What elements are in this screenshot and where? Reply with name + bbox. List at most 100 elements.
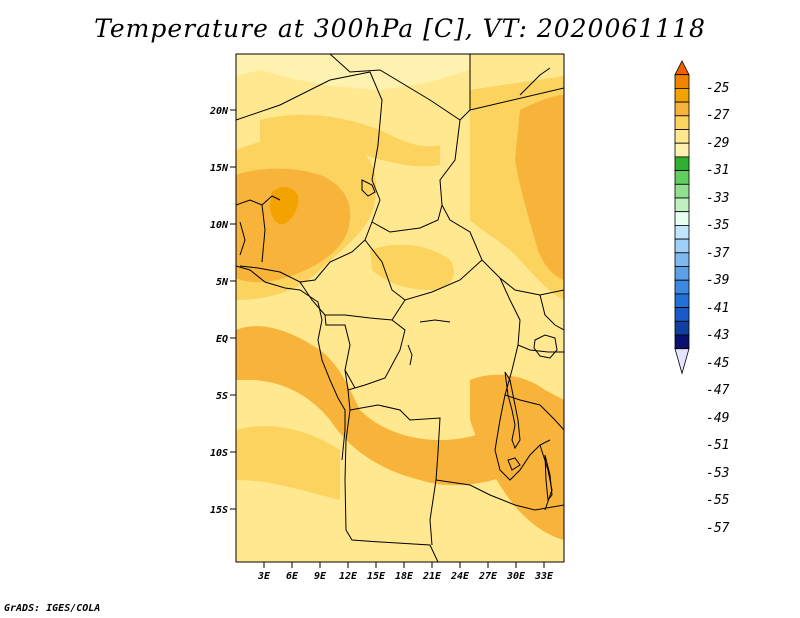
lat-ticks	[230, 109, 236, 510]
colorbar-swatch	[674, 211, 690, 226]
colorbar-label: -57	[706, 521, 730, 536]
lat-label-20n: 20N	[209, 106, 229, 117]
colorbar-swatch	[674, 320, 690, 336]
border-5	[239, 199, 381, 283]
colorbar-label: -31	[706, 163, 730, 178]
lon-label-21e: 21E	[422, 571, 442, 582]
lat-label-eq: EQ	[216, 334, 228, 345]
border-15	[494, 277, 551, 481]
colorbar-top-triangle	[674, 60, 690, 76]
field-warmer-southeast	[470, 374, 564, 540]
colorbar-swatch	[674, 88, 690, 103]
lat-labels: 20N 15N 10N 5N EQ 5S 10S 15S	[209, 106, 229, 516]
colorbar-label: -55	[706, 493, 730, 508]
lake-malawi	[544, 454, 553, 502]
country-borders	[236, 54, 564, 562]
colorbar-swatch	[674, 334, 690, 350]
colorbar-swatch	[674, 183, 690, 199]
map-title: Temperature at 300hPa [C], VT: 202006111…	[94, 14, 706, 43]
colorbar-swatch	[674, 238, 690, 254]
lat-label-15s: 15S	[210, 505, 228, 516]
map-frame	[235, 53, 565, 563]
colorbar-swatch	[674, 74, 690, 89]
colorbar-label: -51	[706, 438, 730, 453]
field-warmer-west	[236, 168, 351, 283]
field-hot-nigeria	[270, 187, 299, 225]
colorbar-swatch	[674, 224, 690, 240]
lon-labels: 3E 6E 9E 12E 15E 18E 21E 24E 27E 30E 33E	[257, 571, 554, 582]
lon-label-33e: 33E	[534, 571, 554, 582]
colorbar-swatch	[674, 279, 690, 295]
colorbar-swatch	[674, 115, 690, 130]
colorbar-label: -43	[706, 328, 730, 343]
colorbar-swatch	[674, 307, 690, 322]
colorbar-label: -41	[706, 301, 730, 316]
border-4	[439, 119, 564, 296]
colorbar-label: -25	[706, 81, 730, 96]
lat-label-10s: 10S	[210, 448, 228, 459]
colorbar-label: -49	[706, 411, 730, 426]
field-warmer-east	[515, 95, 564, 280]
lat-label-15n: 15N	[210, 163, 229, 174]
field-warm-sahel	[260, 114, 440, 167]
border-6	[371, 204, 443, 233]
border-11	[347, 389, 441, 481]
field-warm-south	[236, 426, 340, 500]
colorbar-swatch	[674, 252, 690, 267]
colorbar-swatch	[674, 266, 690, 281]
lon-label-27e: 27E	[478, 571, 498, 582]
border-10	[344, 369, 356, 389]
lon-label-3e: 3E	[257, 571, 271, 582]
lat-label-5n: 5N	[216, 277, 229, 288]
border-16	[539, 294, 564, 331]
colorbar-swatch	[674, 142, 690, 158]
colorbar-bottom-triangle	[674, 348, 690, 375]
red-sea-coast	[519, 67, 551, 96]
lake-tanganyika	[504, 371, 521, 450]
grads-credit: GrADS: IGES/COLA	[4, 603, 101, 614]
border-13	[344, 409, 439, 562]
border-3	[469, 54, 564, 111]
colorbar-swatch	[674, 293, 690, 308]
colorbar-label: -53	[706, 466, 730, 481]
border-17	[517, 344, 564, 353]
colorbar	[674, 60, 690, 375]
lat-label-5s: 5S	[216, 391, 228, 402]
colorbar-label: -29	[706, 136, 730, 151]
border-12	[435, 479, 564, 511]
border-1	[236, 71, 383, 201]
colorbar-label: -47	[706, 383, 730, 398]
border-22	[239, 221, 246, 256]
coastline-west	[236, 265, 346, 461]
colorbar-label: -45	[706, 356, 730, 371]
lon-label-15e: 15E	[367, 571, 386, 582]
lon-label-9e: 9E	[314, 571, 327, 582]
lon-label-18e: 18E	[395, 571, 414, 582]
border-14	[429, 479, 437, 546]
colorbar-label: -37	[706, 246, 730, 261]
field-warm-congo	[370, 244, 454, 290]
colorbar-swatch	[674, 129, 690, 144]
colorbar-swatch	[674, 156, 690, 171]
lon-label-12e: 12E	[339, 571, 358, 582]
colorbar-label: -39	[706, 273, 730, 288]
lat-label-10n: 10N	[210, 220, 229, 231]
colorbar-swatch	[674, 197, 690, 213]
lon-ticks	[263, 562, 545, 568]
lake-victoria	[533, 334, 558, 359]
colorbar-label: -35	[706, 218, 730, 233]
border-18	[504, 394, 564, 431]
lon-label-30e: 30E	[506, 571, 526, 582]
lon-label-24e: 24E	[450, 571, 470, 582]
colorbar-swatch	[674, 170, 690, 185]
field-light-basin	[385, 294, 489, 365]
colorbar-label: -27	[706, 108, 730, 123]
field-warmer-central	[236, 326, 520, 486]
lake-mweru	[507, 457, 521, 471]
lon-label-6e: 6E	[286, 571, 299, 582]
river-segment-2	[407, 344, 413, 366]
river-segment	[419, 319, 451, 323]
border-21	[261, 195, 281, 206]
lake-chad	[361, 179, 376, 197]
